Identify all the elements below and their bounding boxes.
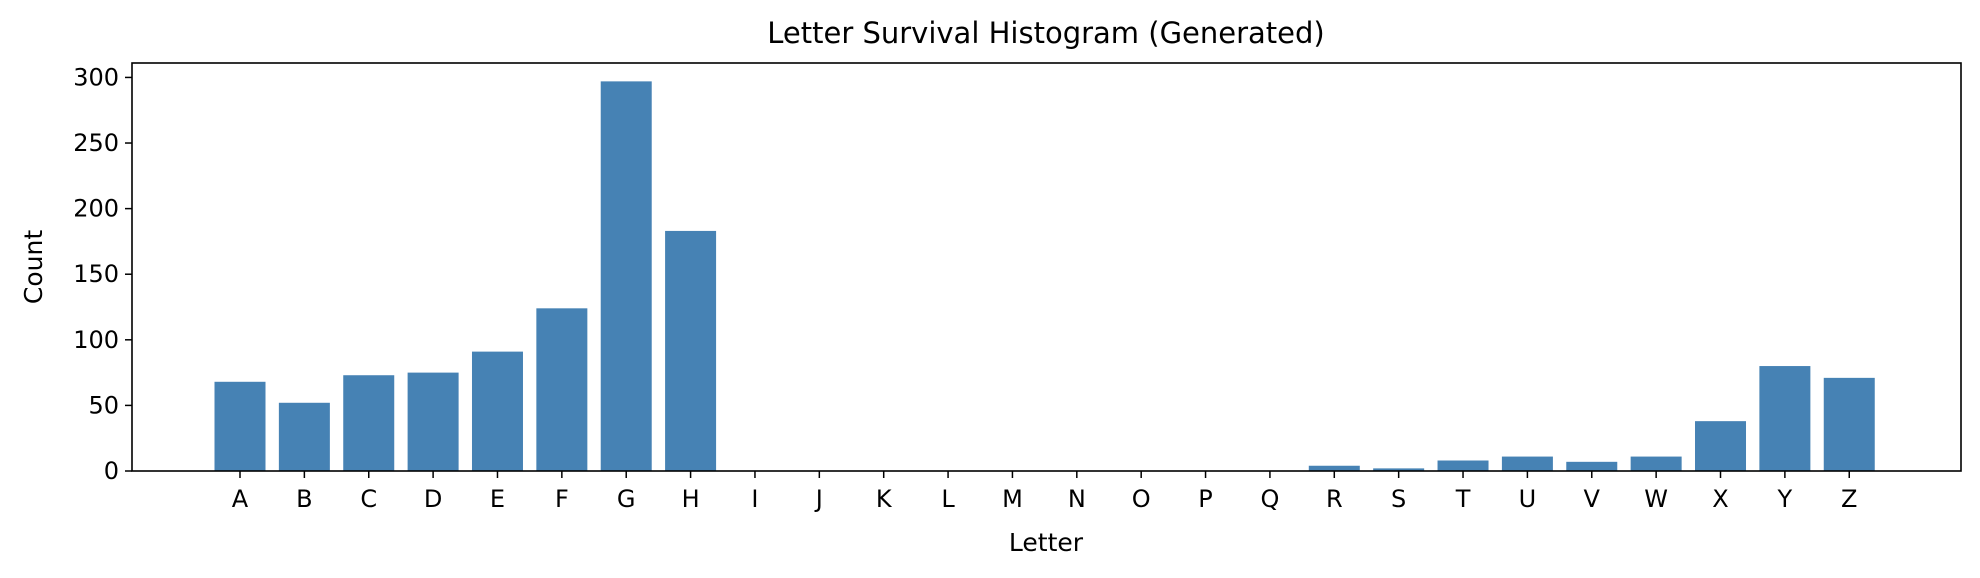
x-tick-label-i: I: [751, 485, 758, 513]
x-tick-label-x: X: [1712, 485, 1728, 513]
bar-y: [1759, 366, 1811, 471]
bar-t: [1437, 460, 1489, 471]
y-axis-label: Count: [19, 230, 48, 304]
x-tick-label-f: F: [555, 485, 569, 513]
x-tick-label-w: W: [1644, 485, 1668, 513]
y-tick-label-300: 300: [73, 63, 119, 91]
x-tick-label-v: V: [1584, 485, 1601, 513]
bar-x: [1695, 421, 1747, 471]
bar-r: [1308, 465, 1360, 471]
x-tick-label-d: D: [424, 485, 442, 513]
bar-f: [536, 308, 588, 471]
x-tick-label-c: C: [360, 485, 377, 513]
bar-d: [407, 372, 459, 471]
y-tick-label-0: 0: [104, 457, 119, 485]
bar-e: [471, 351, 523, 471]
x-axis: A B C D E F G H I J K L M N O P Q R S T U V W X Y Z: [232, 471, 1857, 513]
x-tick-label-u: U: [1519, 485, 1537, 513]
x-tick-label-b: B: [296, 485, 312, 513]
bar-u: [1501, 456, 1553, 471]
x-tick-label-z: Z: [1841, 485, 1857, 513]
bar-b: [278, 402, 330, 471]
y-tick-label-150: 150: [73, 260, 119, 288]
y-tick-label-250: 250: [73, 129, 119, 157]
x-tick-label-t: T: [1455, 485, 1471, 513]
x-tick-label-m: M: [1002, 485, 1023, 513]
bar-w: [1630, 456, 1682, 471]
y-tick-label-100: 100: [73, 326, 119, 354]
x-tick-label-h: H: [682, 485, 700, 513]
x-tick-label-p: P: [1198, 485, 1212, 513]
y-tick-label-50: 50: [88, 391, 119, 419]
bar-g: [600, 81, 652, 472]
x-tick-label-r: R: [1326, 485, 1343, 513]
bar-c: [343, 375, 395, 471]
plot-frame: [131, 62, 1962, 472]
x-axis-label: Letter: [1009, 528, 1084, 557]
x-tick-label-g: G: [617, 485, 636, 513]
x-tick-label-o: O: [1132, 485, 1151, 513]
x-tick-label-e: E: [490, 485, 505, 513]
x-tick-label-a: A: [232, 485, 249, 513]
x-tick-label-q: Q: [1260, 485, 1279, 513]
bar-z: [1823, 377, 1875, 471]
x-tick-label-j: J: [814, 485, 823, 513]
bar-v: [1566, 461, 1618, 471]
x-tick-label-n: N: [1068, 485, 1086, 513]
y-tick-label-200: 200: [73, 195, 119, 223]
x-tick-label-l: L: [941, 485, 955, 513]
x-tick-label-k: K: [876, 485, 893, 513]
chart-title: Letter Survival Histogram (Generated): [767, 16, 1325, 50]
x-tick-label-s: S: [1391, 485, 1406, 513]
y-axis: 0 50 100 150 200 250 300: [73, 63, 132, 485]
x-tick-label-y: Y: [1777, 485, 1793, 513]
bar-s: [1373, 468, 1425, 471]
bars-group: [214, 81, 1875, 472]
bar-h: [665, 230, 717, 471]
bar-a: [214, 381, 266, 471]
